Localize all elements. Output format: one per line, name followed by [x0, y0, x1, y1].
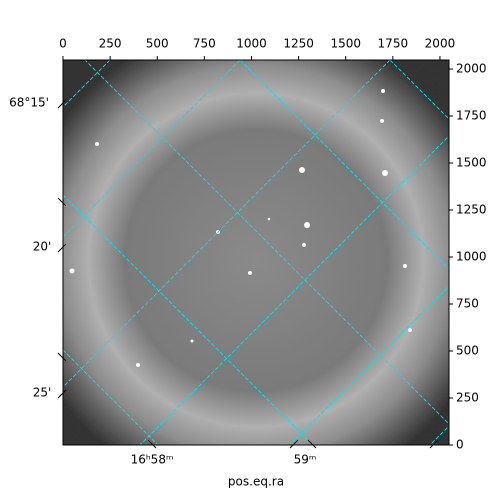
y-tick-label: 1750: [456, 109, 487, 123]
ra-label: 16ʰ58ᵐ: [131, 453, 174, 467]
y-tick-label: 250: [456, 391, 479, 405]
y-tick-label: 1250: [456, 203, 487, 217]
x-tick-label: 0: [59, 37, 67, 51]
x-tick-label: 1250: [283, 37, 314, 51]
dec-label: 25': [33, 386, 52, 400]
y-tick-label: 0: [456, 438, 464, 452]
y-tick-label: 2000: [456, 62, 487, 76]
coordinate-grid: [63, 60, 449, 445]
x-tick-label: 2000: [425, 37, 456, 51]
dec-label: 20': [33, 240, 52, 254]
dec-label: 68°15': [9, 96, 49, 110]
sky-image: [63, 60, 449, 445]
y-tick-label: 500: [456, 344, 479, 358]
y-tick-label: 750: [456, 297, 479, 311]
x-tick-label: 500: [146, 37, 169, 51]
x-tick-label: 1500: [330, 37, 361, 51]
x-tick-label: 1750: [378, 37, 409, 51]
axes-frame: [62, 59, 450, 446]
y-tick-label: 1000: [456, 250, 487, 264]
x-tick-label: 1000: [236, 37, 267, 51]
x-tick-label: 250: [99, 37, 122, 51]
x-tick-label: 750: [193, 37, 216, 51]
y-tick-label: 1500: [456, 156, 487, 170]
wcs-ticks: [57, 99, 439, 449]
x-axis-label: pos.eq.ra: [228, 475, 284, 489]
ra-label: 59ᵐ: [294, 453, 317, 467]
